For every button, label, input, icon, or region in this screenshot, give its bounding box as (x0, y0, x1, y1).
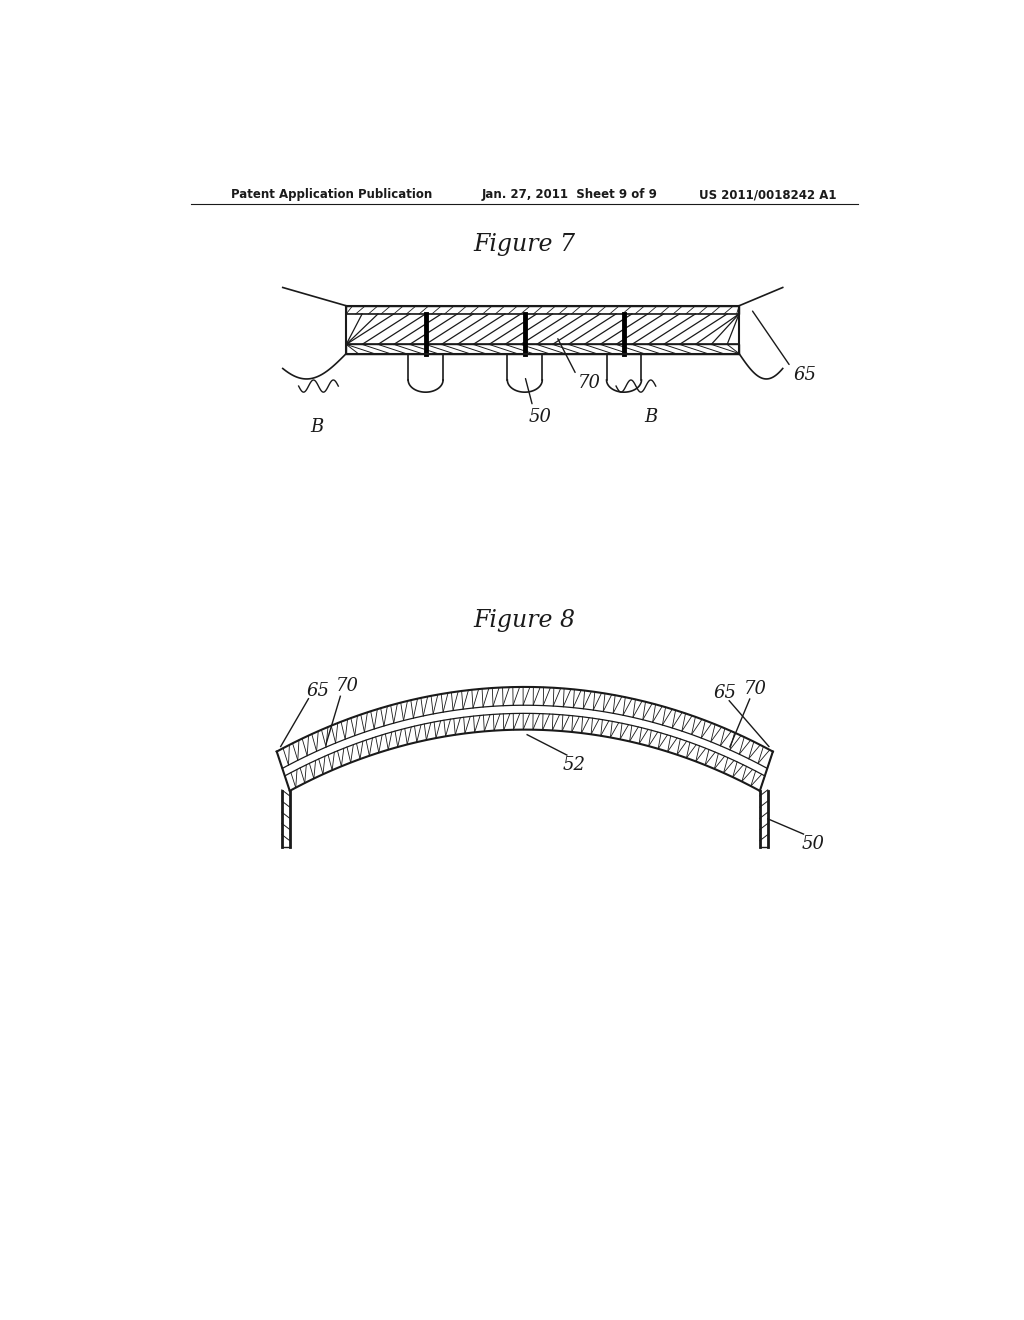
Text: 65: 65 (793, 366, 816, 384)
Text: B: B (310, 417, 324, 436)
Text: 65: 65 (714, 684, 736, 702)
Text: B: B (644, 408, 657, 425)
Text: 50: 50 (801, 836, 824, 853)
Polygon shape (276, 686, 773, 791)
Polygon shape (346, 306, 739, 314)
Text: 70: 70 (336, 677, 358, 696)
Polygon shape (346, 314, 739, 345)
Text: Figure 8: Figure 8 (474, 610, 575, 632)
Text: 65: 65 (307, 681, 330, 700)
Text: 52: 52 (563, 756, 586, 775)
Text: 50: 50 (528, 408, 552, 425)
Text: 70: 70 (578, 374, 601, 392)
Text: Jan. 27, 2011  Sheet 9 of 9: Jan. 27, 2011 Sheet 9 of 9 (481, 189, 657, 202)
Text: Patent Application Publication: Patent Application Publication (231, 189, 432, 202)
Text: US 2011/0018242 A1: US 2011/0018242 A1 (699, 189, 837, 202)
Text: Figure 7: Figure 7 (474, 234, 575, 256)
Text: 70: 70 (744, 680, 767, 698)
Polygon shape (346, 345, 739, 354)
